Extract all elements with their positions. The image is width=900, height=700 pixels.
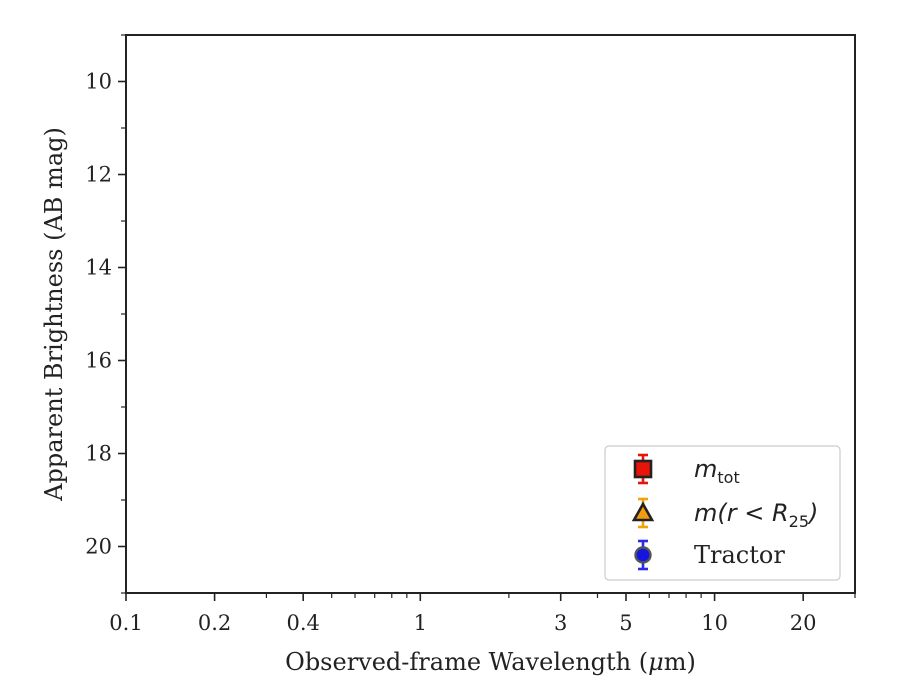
- x-axis-title-mu: μ: [648, 648, 664, 676]
- y-tick-label: 20: [85, 535, 112, 559]
- x-axis-title: Observed-frame Wavelength (μm): [285, 648, 696, 676]
- legend-label-main: m(r < R: [694, 499, 789, 527]
- x-tick-label: 3: [554, 611, 567, 635]
- legend-marker: [631, 497, 655, 529]
- legend-label: m(r < R25): [694, 499, 818, 531]
- x-tick-label: 0.1: [109, 611, 142, 635]
- legend-box: [604, 445, 841, 581]
- y-tick-label: 16: [85, 349, 112, 373]
- x-axis-title-main: Observed-frame Wavelength (: [285, 648, 648, 676]
- y-tick-label: 10: [85, 70, 112, 94]
- x-tick-label: 5: [619, 611, 632, 635]
- x-tick-label: 20: [790, 611, 817, 635]
- x-axis-title-unit: m): [664, 648, 696, 676]
- y-tick-label: 14: [85, 256, 112, 280]
- x-tick-label: 0.2: [198, 611, 231, 635]
- y-tick-label: 12: [85, 163, 112, 187]
- legend-triangle: [631, 501, 655, 522]
- x-tick-label: 0.4: [286, 611, 319, 635]
- y-tick-label: 18: [85, 442, 112, 466]
- legend-circle: [634, 546, 652, 564]
- y-axis-title: Apparent Brightness (AB mag): [40, 127, 68, 502]
- x-tick-label: 1: [414, 611, 427, 635]
- legend-label-sub: tot: [717, 468, 739, 487]
- legend-square: [633, 459, 653, 479]
- x-tick-label: 10: [701, 611, 728, 635]
- legend-label-main: m: [694, 455, 717, 483]
- legend-label-tail: ): [807, 499, 818, 527]
- legend-marker: [634, 539, 652, 571]
- legend: mtot m(r < R25) Tractor: [604, 445, 841, 581]
- legend-label: mtot: [694, 455, 740, 487]
- legend-marker: [633, 453, 653, 485]
- legend-label: Tractor: [694, 541, 785, 569]
- legend-label-sub: 25: [789, 512, 809, 531]
